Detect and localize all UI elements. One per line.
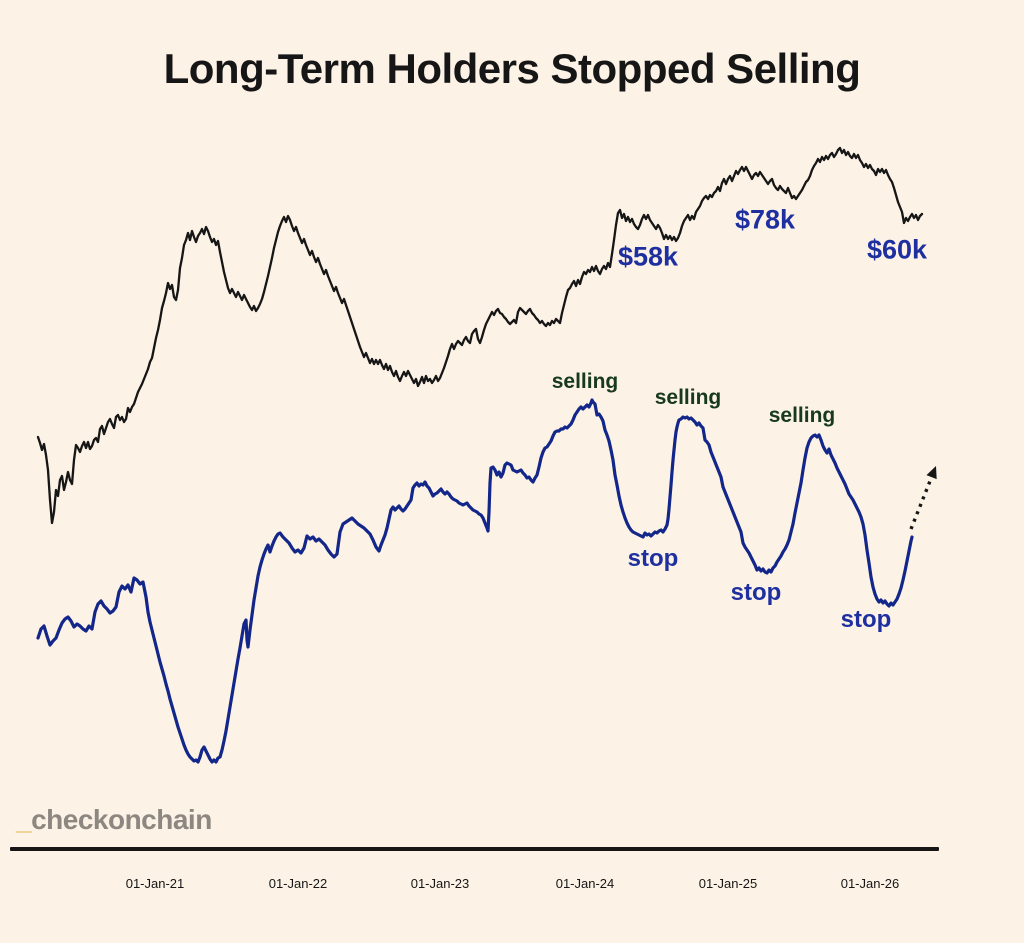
trend-arrow-head-icon xyxy=(926,466,937,480)
x-tick-label: 01-Jan-22 xyxy=(268,876,328,891)
trend-arrow-shaft xyxy=(909,476,934,530)
x-tick-label: 01-Jan-26 xyxy=(840,876,900,891)
page-title: Long-Term Holders Stopped Selling xyxy=(163,45,861,92)
x-axis-ticks: 01-Jan-21 01-Jan-22 01-Jan-23 01-Jan-24 01-J… xyxy=(0,876,1024,896)
watermark-text: checkonchain xyxy=(31,804,212,835)
x-tick-label: 01-Jan-23 xyxy=(410,876,470,891)
x-axis-line xyxy=(10,847,939,851)
watermark: _checkonchain xyxy=(16,804,212,836)
x-tick-label: 01-Jan-24 xyxy=(555,876,615,891)
watermark-underscore: _ xyxy=(16,804,32,835)
x-tick-label: 01-Jan-21 xyxy=(125,876,185,891)
btc-price-line xyxy=(36,146,924,525)
x-tick-label: 01-Jan-25 xyxy=(698,876,758,891)
long-term-holder-activity-line xyxy=(36,398,914,764)
